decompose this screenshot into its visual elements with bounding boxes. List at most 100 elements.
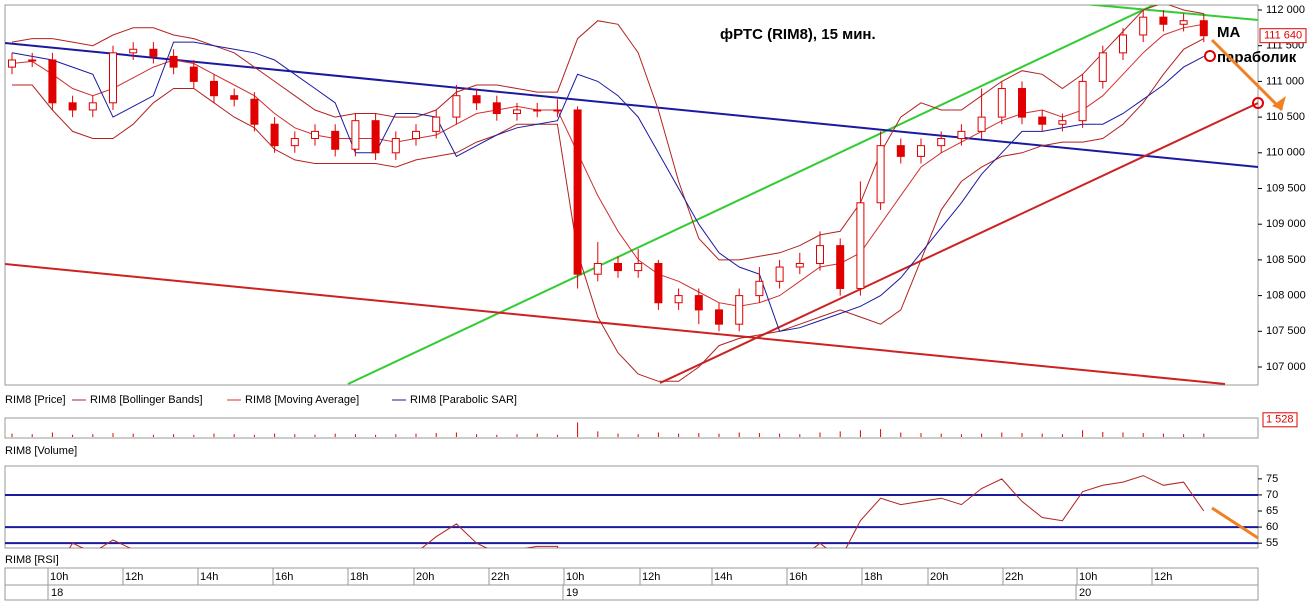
candle-body	[1159, 16, 1168, 25]
panel-caption: RIM8 [Volume]	[5, 445, 77, 457]
candle-body	[452, 95, 461, 118]
candle-body	[694, 295, 703, 311]
candle-body	[149, 48, 158, 57]
time-label: 12h	[1154, 571, 1172, 583]
time-label: 22h	[1005, 571, 1023, 583]
candle-body	[836, 245, 845, 289]
rsi-tick-label: 55	[1266, 537, 1278, 549]
candle-body	[1098, 52, 1107, 82]
candle-body	[28, 59, 37, 62]
last-price-tag	[1259, 28, 1307, 44]
candle-body	[129, 48, 138, 54]
legend-label: RIM8 [Bollinger Bands]	[90, 394, 203, 406]
main-panel	[4, 4, 1259, 386]
candle-body	[795, 262, 804, 268]
candle-body	[1139, 16, 1148, 36]
y-tick-label: 111 000	[1266, 75, 1304, 87]
candle-body	[957, 130, 966, 140]
candle-body	[189, 66, 198, 82]
trend-line	[659, 102, 1258, 384]
rsi-tick-label: 70	[1266, 489, 1278, 501]
candle-body	[856, 202, 865, 289]
time-label: 10h	[1079, 571, 1097, 583]
legend-label: RIM8 [Price]	[5, 394, 66, 406]
y-tick-label: 110 500	[1266, 111, 1305, 123]
candle-body	[250, 98, 259, 125]
parabolic-sar	[11, 41, 1205, 332]
candle-body	[371, 120, 380, 154]
candle-body	[391, 138, 400, 154]
time-label: 14h	[200, 571, 218, 583]
time-label: 18h	[864, 571, 882, 583]
bollinger-upper	[11, 5, 1204, 261]
plot-area	[5, 5, 1258, 385]
time-label: 10h	[50, 571, 68, 583]
candle-body	[977, 116, 986, 132]
panel-caption: RIM8 [RSI]	[5, 554, 59, 566]
candle-body	[513, 109, 521, 115]
arrow	[1211, 506, 1259, 540]
marker	[1252, 97, 1264, 109]
rsi-tick-label: 75	[1266, 473, 1278, 485]
candle-body	[775, 266, 784, 282]
arrow	[1210, 38, 1284, 112]
volume-label: 1 528	[1266, 414, 1294, 426]
candle-body	[755, 280, 764, 297]
y-tick-label: 108 000	[1266, 290, 1306, 302]
candle-body	[634, 262, 643, 272]
candle-body	[715, 309, 723, 325]
marker	[1204, 50, 1216, 62]
candle-body	[492, 102, 501, 115]
last-price-label: 111 640	[1264, 30, 1302, 42]
candle-body	[311, 130, 319, 140]
arrow-head	[1272, 96, 1286, 110]
rsi-tick-label: 65	[1266, 505, 1278, 517]
candle-body	[573, 109, 582, 275]
date-label: 19	[566, 587, 578, 599]
trend-line	[5, 42, 1258, 168]
time-label: 20h	[930, 571, 948, 583]
candle-body	[1018, 88, 1026, 118]
candle-body	[351, 120, 360, 150]
time-label: 10h	[566, 571, 584, 583]
time-axis	[4, 567, 1259, 601]
y-tick-label: 109 500	[1266, 182, 1306, 194]
y-tick-label: 110 000	[1266, 147, 1305, 159]
legend-label: RIM8 [Moving Average]	[245, 394, 359, 406]
candle-body	[210, 80, 218, 97]
candle-body	[533, 109, 542, 112]
time-label: 20h	[416, 571, 434, 583]
candle-body	[1199, 20, 1208, 37]
candle-body	[1078, 80, 1087, 122]
candle-body	[432, 116, 441, 132]
candle-body	[1038, 116, 1047, 125]
bollinger-lower	[12, 38, 1205, 382]
candle-body	[270, 123, 279, 147]
candle-body	[169, 55, 178, 68]
candle-body	[290, 138, 299, 147]
candle-body	[735, 295, 744, 325]
date-label: 20	[1079, 587, 1091, 599]
trend-line	[5, 263, 1226, 385]
y-tick-label: 107 500	[1266, 325, 1306, 337]
candle-body	[88, 102, 97, 111]
candle-body	[8, 59, 16, 68]
time-label: 16h	[275, 571, 293, 583]
y-tick-label: 109 000	[1266, 218, 1306, 230]
candle-body	[1119, 34, 1127, 54]
candle-body	[412, 130, 420, 140]
trend-line	[347, 5, 1156, 385]
candle-body	[1179, 20, 1188, 25]
legend-label: RIM8 [Parabolic SAR]	[410, 394, 517, 406]
candle-body	[917, 145, 925, 157]
y-tick-label: 112 000	[1266, 4, 1305, 16]
candle-body	[109, 52, 117, 104]
annotations: фРТС (RIM8), 15 мин. MA параболик	[720, 24, 1297, 540]
y-tick-label: 108 500	[1266, 254, 1306, 266]
time-label: 18h	[350, 571, 368, 583]
y-tick-label: 107 000	[1266, 361, 1306, 373]
date-label: 18	[51, 587, 63, 599]
candle-body	[816, 245, 824, 264]
